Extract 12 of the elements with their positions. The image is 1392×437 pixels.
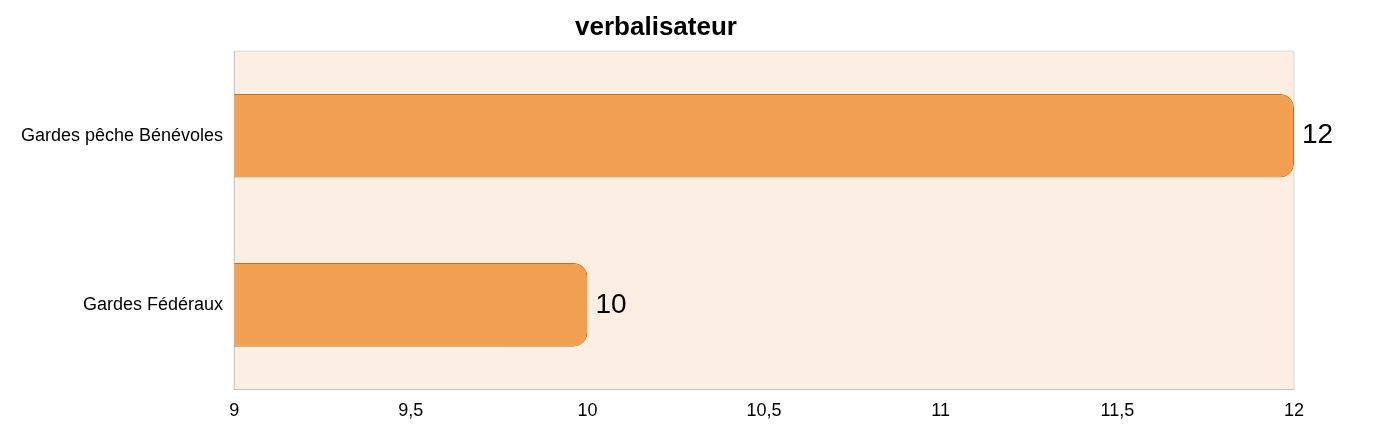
x-tick-label: 10: [577, 400, 598, 421]
x-tick-label: 11,5: [1100, 400, 1135, 421]
x-tick-label: 9: [229, 400, 240, 421]
chart-title: verbalisateur: [575, 10, 737, 41]
x-tick-label: 9,5: [398, 400, 424, 421]
x-tick-label: 10,5: [746, 400, 782, 421]
data-label: 10: [595, 287, 627, 319]
data-label: 12: [1302, 118, 1334, 150]
y-tick-label: Gardes pêche Bénévoles: [20, 124, 224, 145]
x-tick-label: 12: [1283, 400, 1305, 421]
y-tick-label: Gardes Fédéraux: [83, 293, 224, 314]
x-tick-label: 11: [931, 400, 951, 421]
